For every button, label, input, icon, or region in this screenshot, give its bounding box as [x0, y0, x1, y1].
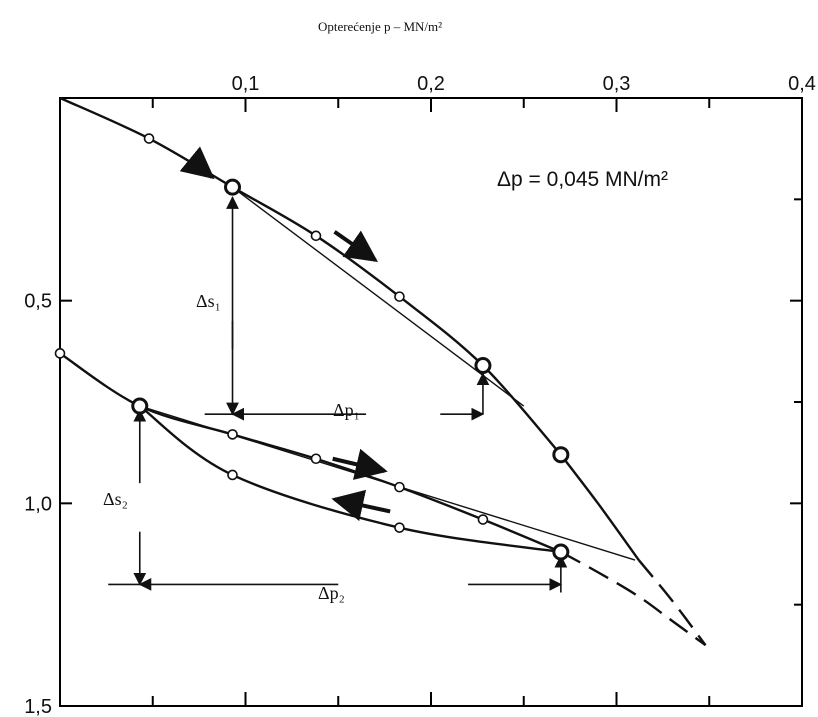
unloading-curve: [139, 405, 562, 554]
key-point: [474, 357, 492, 375]
direction-arrow-start: [179, 146, 215, 180]
data-point: [394, 522, 405, 533]
data-point: [310, 453, 322, 465]
delta-s2-label: Δs₂: [103, 489, 128, 509]
data-point: [54, 348, 66, 359]
data-point: [310, 230, 322, 242]
direction-arrow-unloading: [331, 489, 391, 522]
key-point: [552, 446, 570, 464]
y-tick-label: 0,5: [24, 291, 52, 313]
extrapolated-curve: [560, 550, 707, 647]
delta-p1-label: Δp₁: [333, 400, 360, 420]
key-point: [224, 178, 242, 196]
key-point: [552, 543, 570, 561]
data-point: [394, 291, 405, 302]
loading-curve-tail: [559, 453, 640, 561]
data-point: [143, 133, 155, 144]
key-point: [131, 397, 149, 415]
plot-frame: [59, 97, 803, 707]
x-tick-label: 0,4: [788, 73, 816, 95]
x-tick-label: 0,1: [232, 73, 260, 95]
delta-p-annotation: Δp = 0,045 MN/m²: [497, 168, 668, 191]
x-tick-label: 0,3: [603, 73, 631, 95]
direction-arrow-loading: [333, 230, 378, 262]
tangent-line-1: [232, 186, 525, 407]
delta-s1-label: Δs₁: [196, 291, 221, 311]
y-tick-label: 1,5: [24, 696, 52, 717]
tangent-line-2: [139, 405, 636, 561]
data-point: [227, 469, 238, 481]
x-tick-label: 0,2: [417, 73, 445, 95]
direction-arrow-reloading: [332, 448, 388, 480]
y-tick-label: 1,0: [24, 493, 52, 515]
data-point: [394, 481, 405, 493]
chart-title: Opterećenje p – MN/m²: [318, 19, 442, 34]
extrapolated-curve-upper: [637, 559, 707, 646]
data-point: [477, 514, 489, 525]
delta-p2-label: Δp₂: [318, 583, 345, 603]
data-point: [227, 429, 238, 440]
